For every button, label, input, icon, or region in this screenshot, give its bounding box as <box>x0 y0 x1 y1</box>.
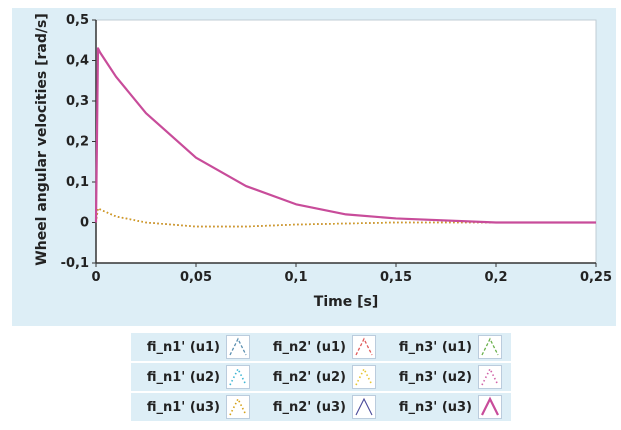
series-line <box>95 207 596 228</box>
x-tick-label: 0,2 <box>484 270 507 285</box>
x-tick-label: 0,05 <box>180 270 212 285</box>
legend-row: fi_n1' (u1) fi_n2' (u1) fi_n3' (u1) <box>131 333 511 361</box>
y-tick-label: -0,1 <box>61 256 89 271</box>
y-axis-label: Wheel angular velocities [rad/s] <box>34 13 50 265</box>
x-tick-label: 0,15 <box>380 270 412 285</box>
legend-swatch-icon <box>478 365 502 389</box>
chart-panel: -0,1 0 0,1 0,2 0,3 0,4 0,5 0 0,05 0,1 0,15 0,2 0,25 T… <box>12 8 616 326</box>
legend-item: fi_n2' (u2) <box>257 363 383 391</box>
y-tick-label: 0,5 <box>66 13 89 28</box>
legend-label: fi_n2' (u1) <box>272 339 346 355</box>
y-tick-label: 0,3 <box>66 94 89 109</box>
legend-swatch-icon <box>478 395 502 419</box>
legend-label: fi_n3' (u3) <box>398 399 472 415</box>
legend-label: fi_n1' (u1) <box>146 339 220 355</box>
legend-item: fi_n3' (u2) <box>383 363 509 391</box>
legend-item: fi_n2' (u3) <box>257 393 383 421</box>
y-tick-label: 0 <box>80 216 89 231</box>
legend-swatch-icon <box>478 335 502 359</box>
legend-label: fi_n2' (u3) <box>272 399 346 415</box>
legend-item: fi_n1' (u2) <box>131 363 257 391</box>
y-tick-label: 0,1 <box>66 175 89 190</box>
x-tick-label: 0,1 <box>284 270 307 285</box>
legend-swatch-icon <box>226 365 250 389</box>
legend: fi_n1' (u1) fi_n2' (u1) fi_n3' (u1) fi_n1' … <box>131 333 511 423</box>
legend-swatch-icon <box>352 365 376 389</box>
legend-row: fi_n1' (u3) fi_n2' (u3) fi_n3' (u3) <box>131 393 511 421</box>
legend-item: fi_n1' (u3) <box>131 393 257 421</box>
legend-label: fi_n2' (u2) <box>272 369 346 385</box>
legend-label: fi_n1' (u2) <box>146 369 220 385</box>
legend-item: fi_n1' (u1) <box>131 333 257 361</box>
legend-item: fi_n2' (u1) <box>257 333 383 361</box>
y-tick-label: 0,4 <box>66 54 89 69</box>
legend-row: fi_n1' (u2) fi_n2' (u2) fi_n3' (u2) <box>131 363 511 391</box>
plot-area <box>95 19 597 264</box>
y-tick-label: 0,2 <box>66 135 89 150</box>
legend-label: fi_n1' (u3) <box>146 399 220 415</box>
legend-label: fi_n3' (u1) <box>398 339 472 355</box>
x-tick-label: 0 <box>91 270 100 285</box>
x-tick-label: 0,25 <box>580 270 612 285</box>
line-chart: -0,100,10,20,30,40,50 0,05 0,1 0,15 0,2 0,25T… <box>34 13 612 310</box>
legend-swatch-icon <box>226 335 250 359</box>
x-axis-label: Time [s] <box>314 294 378 310</box>
legend-swatch-icon <box>352 395 376 419</box>
legend-swatch-icon <box>226 395 250 419</box>
legend-item: fi_n3' (u1) <box>383 333 509 361</box>
legend-swatch-icon <box>352 335 376 359</box>
series-line <box>94 47 596 224</box>
legend-label: fi_n3' (u2) <box>398 369 472 385</box>
legend-item: fi_n3' (u3) <box>383 393 509 421</box>
